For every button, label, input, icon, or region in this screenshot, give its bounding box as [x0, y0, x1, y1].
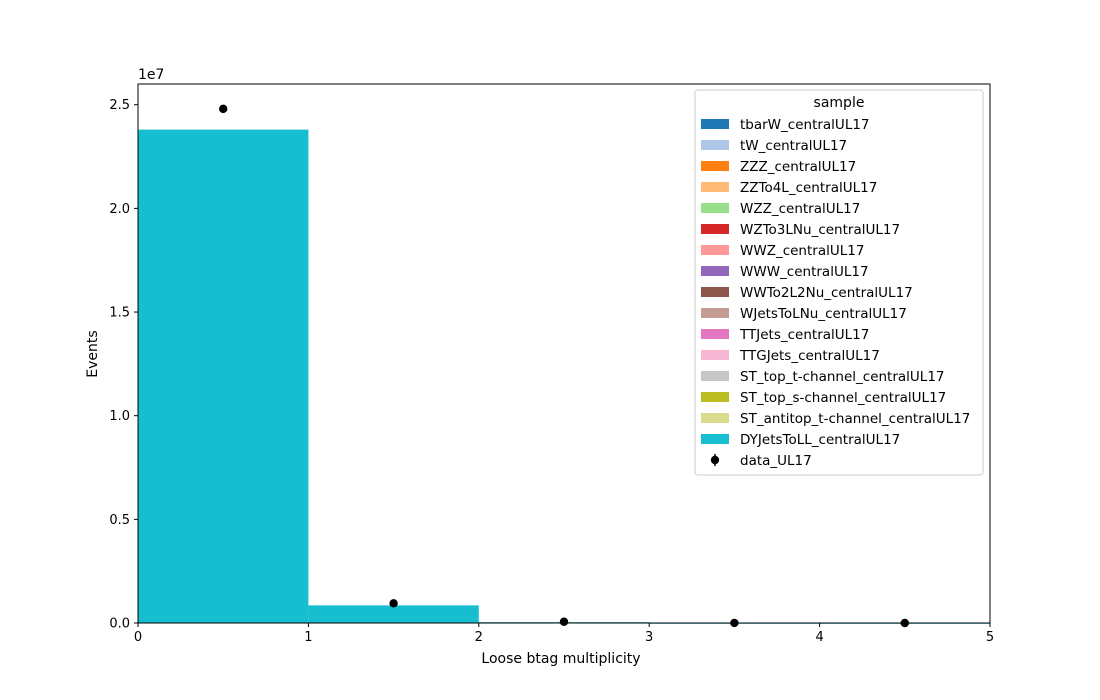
- legend-frame: [694, 89, 984, 476]
- plot-area: [138, 104, 990, 628]
- legend-label-WWZ_centralUL17: WWZ_centralUL17: [740, 243, 864, 259]
- legend-label-data_UL17: data_UL17: [740, 453, 812, 469]
- legend-label-DYJetsToLL_centralUL17: DYJetsToLL_centralUL17: [740, 432, 900, 448]
- legend-label-TTJets_centralUL17: TTJets_centralUL17: [739, 327, 869, 343]
- legend-label-WWW_centralUL17: WWW_centralUL17: [740, 264, 869, 280]
- legend-label-ST_top_s-channel_centralUL17: ST_top_s-channel_centralUL17: [740, 390, 946, 406]
- legend-label-WJetsToLNu_centralUL17: WJetsToLNu_centralUL17: [740, 306, 907, 322]
- legend-swatch-ST_top_s-channel_centralUL17: [701, 392, 729, 402]
- legend-label-TTGJets_centralUL17: TTGJets_centralUL17: [739, 348, 880, 364]
- legend-swatch-TTJets_centralUL17: [701, 329, 729, 339]
- x-tick-label: 0: [134, 630, 142, 645]
- x-tick-label: 1: [304, 630, 312, 645]
- axes: 0 1 2 3 4 5 0.0 0.5 1.0 1.5 2.0 2.5: [109, 83, 994, 645]
- legend-label-tbarW_centralUL17: tbarW_centralUL17: [740, 117, 870, 133]
- legend-label-WZTo3LNu_centralUL17: WZTo3LNu_centralUL17: [740, 222, 900, 238]
- legend-swatch-tW_centralUL17: [701, 140, 729, 150]
- legend-title: sample: [814, 95, 865, 111]
- y-tick-label: 0.0: [109, 617, 130, 632]
- legend-label-ST_antitop_t-channel_centralUL17: ST_antitop_t-channel_centralUL17: [740, 411, 970, 427]
- y-axis-offset-label: 1e7: [138, 67, 164, 83]
- y-tick-label: 1.5: [109, 306, 130, 321]
- legend-swatch-WWW_centralUL17: [701, 266, 729, 276]
- legend-label-tW_centralUL17: tW_centralUL17: [740, 138, 847, 154]
- y-axis-label: Events: [85, 330, 101, 377]
- legend-swatch-ST_top_t-channel_centralUL17: [701, 371, 729, 381]
- legend-swatch-WWZ_centralUL17: [701, 245, 729, 255]
- bar-DYJetsToLL_centralUL17-bin-1: [308, 605, 479, 623]
- y-tick-label: 2.5: [109, 98, 130, 113]
- legend-swatch-ZZTo4L_centralUL17: [701, 182, 729, 192]
- y-tick-label: 0.5: [109, 513, 130, 528]
- x-tick-label: 3: [645, 630, 653, 645]
- y-tick-label: 1.0: [109, 409, 130, 424]
- legend-swatch-WZZ_centralUL17: [701, 203, 729, 213]
- axes-frame: [137, 83, 991, 624]
- data-point-data_UL17-0: [219, 104, 228, 114]
- legend-swatch-tbarW_centralUL17: [701, 119, 729, 129]
- legend-swatch-WWTo2L2Nu_centralUL17: [701, 287, 729, 297]
- x-tick-label: 2: [475, 630, 483, 645]
- data-point-data_UL17-2: [559, 617, 569, 626]
- legend-label-ZZZ_centralUL17: ZZZ_centralUL17: [740, 159, 856, 175]
- legend-label-ST_top_t-channel_centralUL17: ST_top_t-channel_centralUL17: [740, 369, 945, 385]
- legend-entries: tbarW_centralUL17 tW_centralUL17 ZZZ_centr…: [701, 117, 970, 469]
- legend-swatch-ZZZ_centralUL17: [701, 161, 729, 171]
- legend-label-WZZ_centralUL17: WZZ_centralUL17: [740, 201, 860, 217]
- legend-swatch-WJetsToLNu_centralUL17: [701, 308, 729, 318]
- legend-swatch-WZTo3LNu_centralUL17: [701, 224, 729, 234]
- x-tick-label: 5: [986, 630, 994, 645]
- legend-swatch-DYJetsToLL_centralUL17: [701, 434, 729, 444]
- legend-label-ZZTo4L_centralUL17: ZZTo4L_centralUL17: [740, 180, 877, 196]
- legend-label-WWTo2L2Nu_centralUL17: WWTo2L2Nu_centralUL17: [740, 285, 913, 301]
- legend-swatch-TTGJets_centralUL17: [701, 350, 729, 360]
- legend-marker-data_UL17: [710, 455, 720, 465]
- legend-swatch-ST_antitop_t-channel_centralUL17: [701, 413, 729, 423]
- x-tick-label: 4: [815, 630, 823, 645]
- data-point-data_UL17-1: [389, 599, 398, 608]
- bar-DYJetsToLL_centralUL17-bin-0: [138, 129, 309, 623]
- y-tick-label: 2.0: [109, 202, 130, 217]
- legend: sample tbarW_centralUL17 tW_centralUL17 ZZ…: [694, 89, 984, 476]
- x-axis-label: Loose btag multiplicity: [481, 651, 640, 667]
